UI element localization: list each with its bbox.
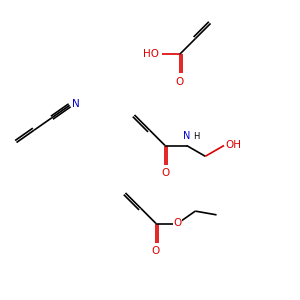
Text: O: O <box>176 77 184 87</box>
Text: O: O <box>161 168 169 178</box>
Text: N: N <box>183 131 190 141</box>
Text: O: O <box>173 218 182 229</box>
Text: H: H <box>193 132 200 141</box>
Text: O: O <box>152 246 160 256</box>
Text: HO: HO <box>143 49 159 59</box>
Text: N: N <box>72 99 80 109</box>
Text: OH: OH <box>225 140 241 151</box>
